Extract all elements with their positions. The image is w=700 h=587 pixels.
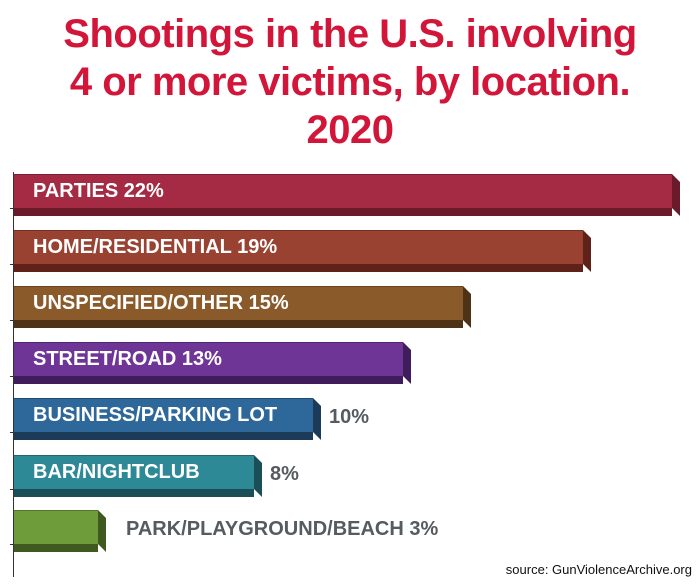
bar-side — [98, 510, 106, 552]
bar: UNSPECIFIED/OTHER 15% — [14, 286, 471, 328]
bar-value-label: 10% — [329, 406, 370, 428]
bar-face — [14, 230, 583, 264]
bar — [14, 510, 106, 552]
bar-label: UNSPECIFIED/OTHER 15% — [33, 291, 289, 314]
title-line-1: Shootings in the U.S. involving — [63, 12, 637, 56]
title-line-3: 2020 — [306, 108, 394, 152]
chart-title: Shootings in the U.S. involving 4 or mor… — [0, 10, 700, 154]
bar: HOME/RESIDENTIAL 19% — [14, 230, 591, 272]
source-note: source: GunViolenceArchive.org — [505, 562, 692, 577]
bar-side — [403, 342, 411, 384]
bar-side — [254, 455, 262, 497]
axis-tick — [10, 489, 14, 490]
bar-face — [14, 286, 463, 320]
bar-shadow — [14, 544, 98, 552]
bar-shadow — [14, 320, 463, 328]
bar-label: PARTIES 22% — [33, 179, 164, 202]
bar-shadow — [14, 208, 672, 216]
bar-label: HOME/RESIDENTIAL 19% — [33, 235, 278, 258]
bar: BAR/NIGHTCLUB — [14, 455, 262, 497]
axis-tick — [10, 208, 14, 209]
bar-face — [14, 342, 403, 376]
bar: BUSINESS/PARKING LOT — [14, 398, 321, 440]
bar-shadow — [14, 489, 254, 497]
bar-side — [463, 286, 471, 328]
bar-label: STREET/ROAD 13% — [33, 347, 222, 370]
axis-tick — [10, 264, 14, 265]
bar-face — [14, 510, 98, 544]
title-line-2: 4 or more victims, by location. — [69, 60, 631, 104]
y-axis — [13, 172, 14, 577]
bar-face — [14, 398, 313, 432]
bar-side — [583, 230, 591, 272]
bar: STREET/ROAD 13% — [14, 342, 411, 384]
axis-tick — [10, 544, 14, 545]
bar-shadow — [14, 376, 403, 384]
bar-label: BUSINESS/PARKING LOT — [33, 403, 278, 426]
bar-value-label: PARK/PLAYGROUND/BEACH 3% — [126, 518, 439, 540]
bar-value-label: 8% — [270, 463, 299, 485]
bar-shadow — [14, 432, 313, 440]
bar-face — [14, 174, 672, 208]
bar-face — [14, 455, 254, 489]
bar-side — [672, 174, 680, 216]
bar-side — [313, 398, 321, 440]
bar-shadow — [14, 264, 583, 272]
axis-tick — [10, 432, 14, 433]
bar-label: BAR/NIGHTCLUB — [33, 460, 200, 483]
axis-tick — [10, 320, 14, 321]
bar: PARTIES 22% — [14, 174, 680, 216]
axis-tick — [10, 376, 14, 377]
